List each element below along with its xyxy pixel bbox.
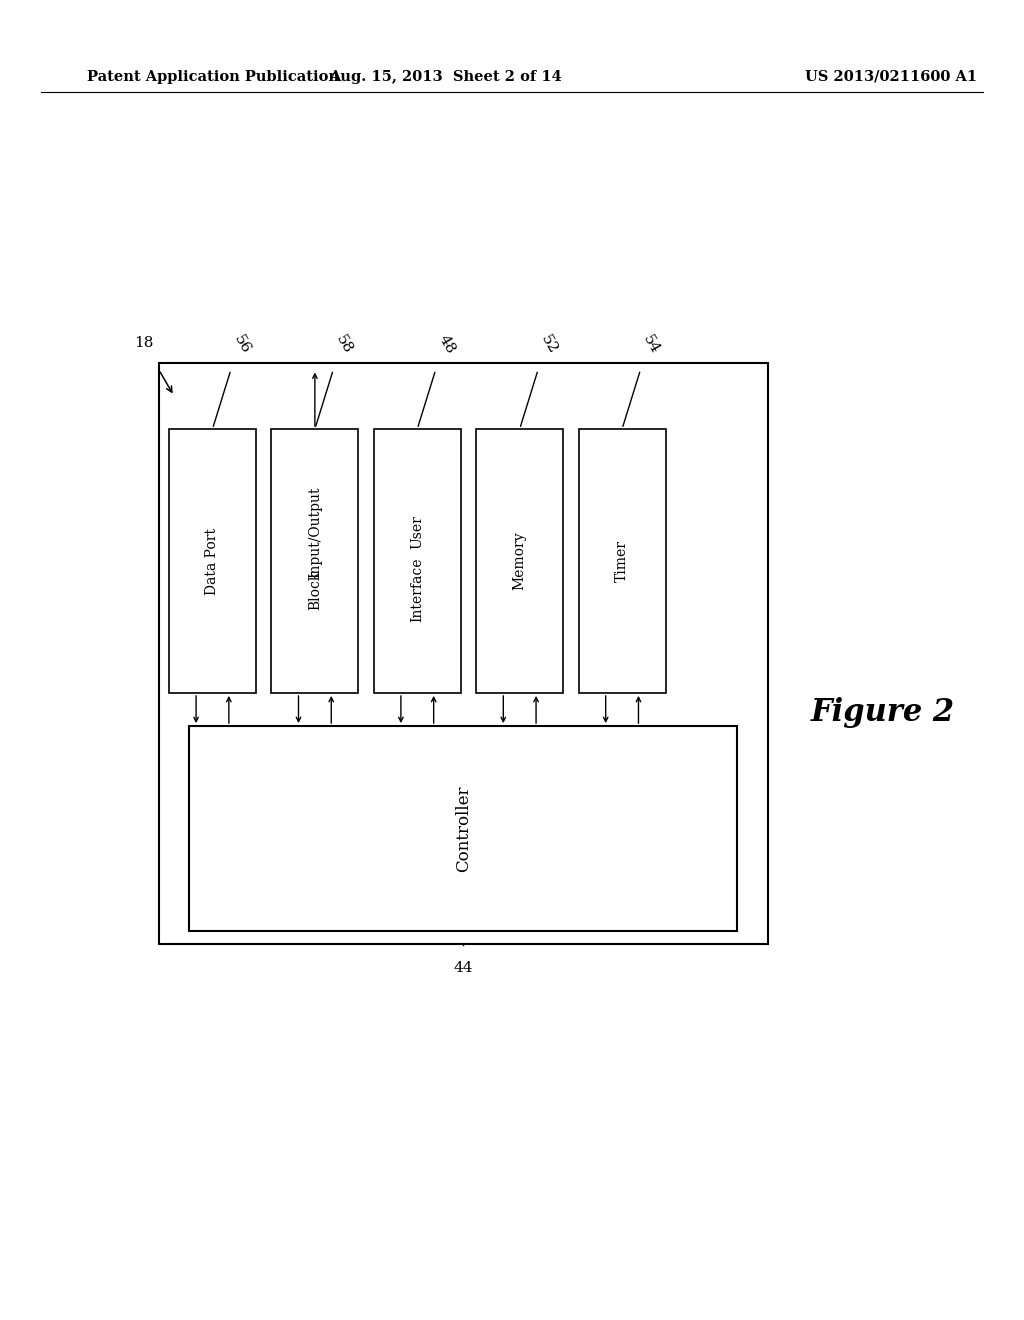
Bar <box>476 429 563 693</box>
Text: Timer: Timer <box>615 540 629 582</box>
Bar <box>169 429 256 693</box>
Text: Figure 2: Figure 2 <box>811 697 955 729</box>
Text: Aug. 15, 2013  Sheet 2 of 14: Aug. 15, 2013 Sheet 2 of 14 <box>329 70 562 83</box>
Text: Block: Block <box>308 570 322 610</box>
Text: Controller: Controller <box>455 785 472 871</box>
Text: Patent Application Publication: Patent Application Publication <box>87 70 339 83</box>
Text: 58: 58 <box>334 333 355 356</box>
Text: Input/Output: Input/Output <box>308 486 322 578</box>
Text: User: User <box>411 515 424 549</box>
Text: US 2013/0211600 A1: US 2013/0211600 A1 <box>805 70 977 83</box>
Text: 52: 52 <box>539 333 560 356</box>
Text: 48: 48 <box>436 333 458 356</box>
Text: 54: 54 <box>641 333 663 356</box>
Bar <box>271 429 358 693</box>
Bar <box>374 429 461 693</box>
Text: Data Port: Data Port <box>206 528 219 594</box>
Bar <box>579 429 666 693</box>
Text: 18: 18 <box>134 335 153 350</box>
Bar <box>189 726 737 931</box>
Bar <box>159 363 768 944</box>
Text: Interface: Interface <box>411 558 424 622</box>
Text: 44: 44 <box>453 961 473 975</box>
Text: 56: 56 <box>231 333 253 356</box>
Text: Memory: Memory <box>513 532 526 590</box>
